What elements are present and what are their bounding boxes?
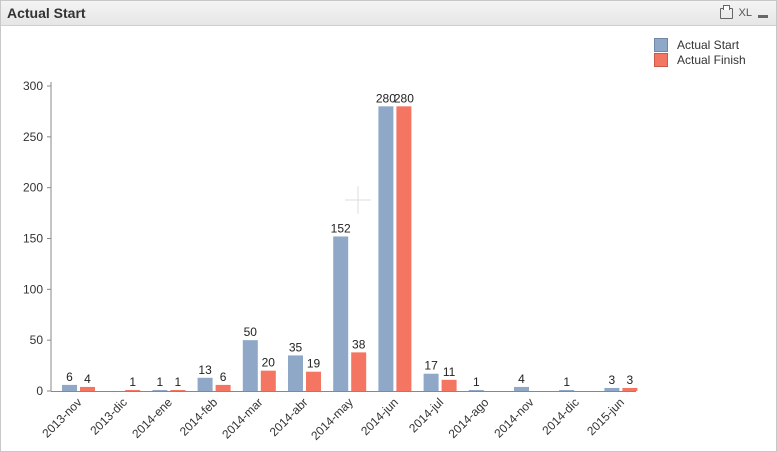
legend-item-actual-finish[interactable]: Actual Finish bbox=[654, 52, 746, 67]
send-to-excel-button[interactable]: XL bbox=[738, 7, 752, 19]
bar-actual-finish bbox=[306, 371, 321, 391]
bar-actual-finish bbox=[260, 370, 276, 391]
x-tick-label: 2013-dic bbox=[87, 395, 129, 437]
y-tick-label: 300 bbox=[23, 79, 43, 93]
data-label: 50 bbox=[244, 325, 258, 339]
x-tick-label: 2014-feb bbox=[177, 395, 221, 439]
bar-actual-start bbox=[423, 373, 439, 391]
x-tick-label: 2014-jul bbox=[406, 395, 446, 435]
x-tick-label: 2013-nov bbox=[39, 395, 84, 440]
data-label: 17 bbox=[424, 359, 438, 373]
bar-actual-start bbox=[559, 389, 575, 391]
x-tick-label: 2014-mar bbox=[219, 395, 265, 441]
data-label: 1 bbox=[175, 375, 182, 389]
x-tick-label: 2014-abr bbox=[267, 395, 311, 439]
bar-actual-start bbox=[197, 377, 213, 391]
bar-actual-start bbox=[62, 384, 77, 391]
chart-x-tick-labels: 2013-nov 2013-dic 2014-ene 2014-feb2014-mar… bbox=[39, 395, 627, 443]
data-label: 3 bbox=[609, 373, 616, 387]
data-label: 6 bbox=[66, 370, 73, 384]
data-label: 1 bbox=[563, 375, 570, 389]
x-tick-label: 2014-dic bbox=[539, 395, 581, 437]
chart-legend: Actual Start Actual Finish bbox=[654, 37, 746, 67]
chart-bars bbox=[62, 106, 638, 391]
data-label: 13 bbox=[198, 363, 212, 377]
data-label: 4 bbox=[518, 372, 525, 386]
bar-actual-finish bbox=[351, 352, 367, 391]
y-tick-label: 100 bbox=[23, 282, 43, 296]
data-label: 1 bbox=[129, 375, 136, 389]
minimize-icon[interactable] bbox=[758, 14, 768, 18]
data-label: 280 bbox=[394, 91, 414, 105]
y-tick-label: 250 bbox=[23, 130, 43, 144]
data-label: 152 bbox=[331, 221, 351, 235]
data-label: 19 bbox=[307, 357, 321, 371]
x-tick-label: 2014-ago bbox=[446, 395, 492, 441]
data-label: 4 bbox=[84, 372, 91, 386]
bar-actual-finish bbox=[215, 384, 231, 391]
title-bar: Actual Start XL bbox=[1, 1, 776, 26]
window-title: Actual Start bbox=[7, 5, 86, 21]
data-label: 1 bbox=[157, 375, 164, 389]
data-label: 1 bbox=[473, 375, 480, 389]
legend-label-actual-finish: Actual Finish bbox=[677, 52, 746, 67]
bar-actual-start bbox=[333, 236, 349, 391]
legend-item-actual-start[interactable]: Actual Start bbox=[654, 37, 746, 52]
x-tick-label: 2014-jun bbox=[358, 395, 401, 438]
data-label: 38 bbox=[352, 337, 366, 351]
y-tick-label: 0 bbox=[36, 384, 43, 398]
title-bar-icons: XL bbox=[719, 4, 768, 20]
bar-actual-start bbox=[468, 389, 484, 391]
y-tick-label: 200 bbox=[23, 181, 43, 195]
bar-actual-finish bbox=[622, 387, 638, 391]
bar-actual-finish bbox=[80, 386, 95, 391]
legend-swatch-actual-finish bbox=[654, 52, 668, 67]
bar-actual-finish bbox=[170, 389, 186, 391]
print-icon[interactable] bbox=[719, 4, 733, 19]
bar-actual-start bbox=[242, 340, 258, 391]
bar-actual-start bbox=[288, 355, 303, 391]
bar-actual-finish bbox=[396, 106, 412, 391]
bar-actual-start bbox=[514, 386, 529, 391]
data-label: 20 bbox=[262, 356, 276, 370]
bar-actual-start bbox=[604, 387, 620, 391]
data-label: 3 bbox=[627, 373, 634, 387]
legend-swatch-actual-start bbox=[654, 37, 668, 52]
crosshair-cursor-icon bbox=[345, 186, 371, 214]
bar-actual-start bbox=[152, 389, 168, 391]
bar-actual-start bbox=[378, 106, 394, 391]
bar-actual-finish bbox=[125, 389, 141, 391]
legend-label-actual-start: Actual Start bbox=[677, 37, 740, 52]
data-label: 11 bbox=[443, 365, 456, 379]
data-label: 35 bbox=[289, 340, 303, 354]
y-tick-label: 150 bbox=[23, 232, 43, 246]
x-tick-label: 2014-may bbox=[308, 395, 356, 443]
x-tick-label: 2015-jun bbox=[584, 395, 627, 438]
x-tick-label: 2014-ene bbox=[129, 395, 175, 441]
data-label: 280 bbox=[376, 91, 396, 105]
data-label: 6 bbox=[220, 370, 227, 384]
x-tick-label: 2014-nov bbox=[491, 395, 536, 440]
y-tick-label: 50 bbox=[30, 333, 44, 347]
bar-actual-finish bbox=[441, 379, 457, 391]
